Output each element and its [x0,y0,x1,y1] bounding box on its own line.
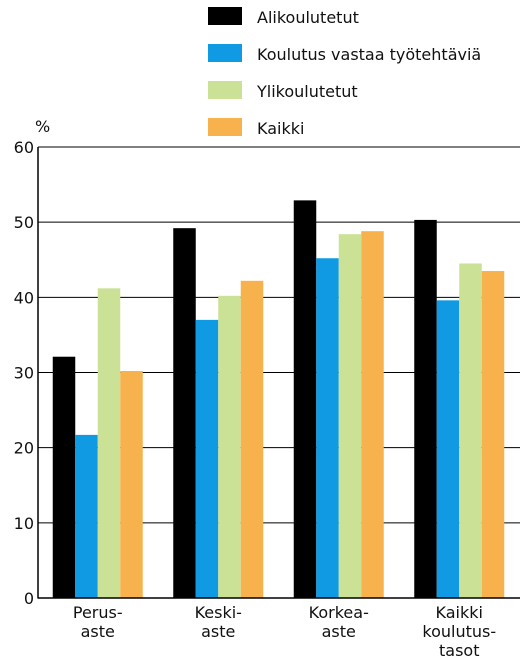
bars [52,200,505,599]
x-category-label-line: koulutus- [422,622,496,641]
y-tick-label-0: 0 [24,589,34,608]
x-category-label-3: Korkea-aste [309,603,369,641]
bar-3-3 [338,234,362,598]
y-tick-label-40: 40 [14,288,34,307]
bar-1-1 [52,356,76,598]
legend: Alikoulutetut Koulutus vastaa työtehtäviä… [208,7,481,138]
bar-4-3 [361,231,384,599]
legend-label-1: Alikoulutetut [257,8,359,27]
bar-4-1 [120,370,143,598]
x-category-label-line: Korkea- [309,603,369,622]
bar-3-4 [459,263,482,598]
x-category-label-4: Kaikki koulutus-tasot [422,603,496,660]
x-category-label-line: Kaikki [436,603,483,622]
legend-label-2: Koulutus vastaa työtehtäviä [257,45,481,64]
axes [37,147,520,599]
bar-4-4 [481,271,505,598]
bar-4-2 [240,280,264,598]
bar-1-2 [173,228,196,598]
legend-swatch-1 [208,7,242,25]
bar-2-1 [75,434,98,598]
x-category-label-line: aste [322,622,356,641]
y-tick-label-30: 30 [14,364,34,383]
bar-2-4 [436,300,460,598]
bar-3-1 [97,288,121,598]
x-category-label-line: Perus- [73,603,123,622]
legend-swatch-3 [208,81,242,99]
legend-label-3: Ylikoulutetut [256,82,358,101]
y-tick-label-10: 10 [14,514,34,533]
x-category-label-line: aste [81,622,115,641]
y-tick-label-20: 20 [14,439,34,458]
y-tick-label-60: 60 [14,138,34,157]
y-axis-ticks: 0 10 20 30 40 50 60 [14,138,34,608]
legend-swatch-2 [208,44,242,62]
x-category-label-2: Keski-aste [195,603,242,641]
x-category-label-line: aste [201,622,235,641]
x-category-label-line: tasot [439,641,479,660]
legend-swatch-4 [208,118,242,136]
bar-2-2 [195,319,219,598]
bar-3-2 [218,295,241,598]
y-tick-label-50: 50 [14,213,34,232]
bar-2-3 [316,258,339,598]
bar-1-3 [293,200,317,598]
x-category-label-line: Keski- [195,603,242,622]
bar-1-4 [414,219,437,598]
legend-label-4: Kaikki [257,119,304,138]
y-axis-label: % [35,117,50,136]
x-category-label-1: Perus-aste [73,603,123,641]
